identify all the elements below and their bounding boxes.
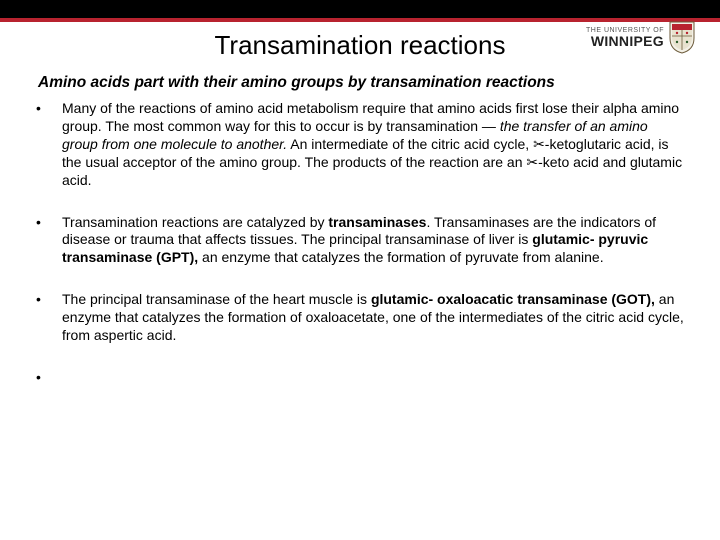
list-item: • The principal transaminase of the hear… bbox=[36, 291, 684, 345]
text-run: Transamination reactions are catalyzed b… bbox=[62, 214, 328, 230]
bullet-list: • Many of the reactions of amino acid me… bbox=[0, 100, 720, 387]
header: Transamination reactions THE UNIVERSITY … bbox=[0, 22, 720, 68]
text-run-bold: transaminases bbox=[328, 214, 426, 230]
crest-icon bbox=[668, 20, 696, 54]
text-run: The principal transaminase of the heart … bbox=[62, 291, 371, 307]
bullet-dot: • bbox=[36, 369, 62, 387]
text-run: An intermediate of the citric acid cycle… bbox=[287, 136, 533, 152]
logo-line2: WINNIPEG bbox=[586, 34, 664, 48]
bullet-text: Many of the reactions of amino acid meta… bbox=[62, 100, 684, 190]
bullet-text bbox=[62, 369, 684, 387]
symbol-icon: ✂ bbox=[533, 136, 545, 152]
top-bar bbox=[0, 0, 720, 18]
bullet-text: Transamination reactions are catalyzed b… bbox=[62, 214, 684, 268]
symbol-icon: ✂ bbox=[526, 154, 538, 170]
bullet-dot: • bbox=[36, 214, 62, 268]
list-item: • Many of the reactions of amino acid me… bbox=[36, 100, 684, 190]
slide-title: Transamination reactions bbox=[215, 30, 506, 61]
bullet-dot: • bbox=[36, 100, 62, 190]
text-run: an enzyme that catalyzes the formation o… bbox=[198, 249, 603, 265]
bullet-text: The principal transaminase of the heart … bbox=[62, 291, 684, 345]
subtitle: Amino acids part with their amino groups… bbox=[0, 68, 720, 100]
list-item: • bbox=[36, 369, 684, 387]
university-logo: THE UNIVERSITY OF WINNIPEG bbox=[586, 20, 696, 54]
list-item: • Transamination reactions are catalyzed… bbox=[36, 214, 684, 268]
logo-text: THE UNIVERSITY OF WINNIPEG bbox=[586, 27, 664, 48]
text-run-bold: glutamic- oxaloacatic transaminase (GOT)… bbox=[371, 291, 655, 307]
bullet-dot: • bbox=[36, 291, 62, 345]
